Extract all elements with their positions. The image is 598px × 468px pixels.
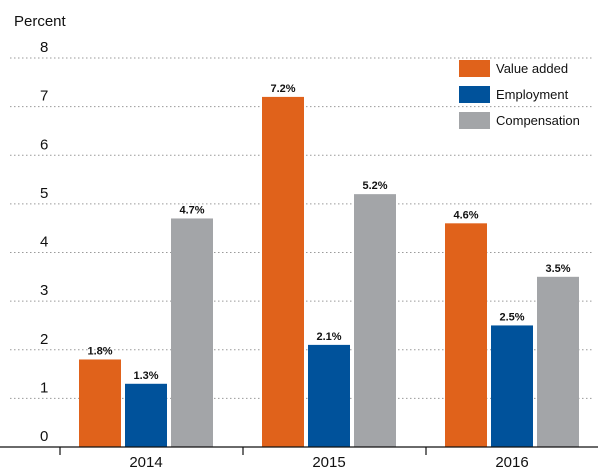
data-labels: 1.8% 7.2% 4.6% 1.3% 2.1% 2.5% 4.7% 5.2% 3.5% bbox=[87, 83, 570, 382]
bar-employment-2016 bbox=[491, 325, 533, 447]
y-tick-label: 6 bbox=[40, 136, 48, 153]
y-tick-label: 5 bbox=[40, 185, 48, 202]
legend-label: Value added bbox=[496, 61, 568, 76]
data-label: 3.5% bbox=[545, 263, 570, 275]
legend-swatch bbox=[459, 60, 490, 77]
data-label: 2.1% bbox=[316, 331, 341, 343]
x-category-label: 2016 bbox=[495, 454, 528, 468]
data-label: 4.6% bbox=[453, 209, 478, 221]
bar-compensation-2015 bbox=[354, 194, 396, 447]
y-tick-labels: 0 1 2 3 4 5 6 7 8 bbox=[40, 39, 48, 445]
y-tick-label: 3 bbox=[40, 282, 48, 299]
y-tick-label: 1 bbox=[40, 379, 48, 396]
bar-compensation-2016 bbox=[537, 276, 579, 447]
legend-swatch bbox=[459, 112, 490, 129]
legend-label: Employment bbox=[496, 87, 569, 102]
y-tick-label: 7 bbox=[40, 88, 48, 105]
x-category-label: 2015 bbox=[312, 454, 345, 468]
bar-value-added-2016 bbox=[445, 223, 487, 447]
y-tick-label: 2 bbox=[40, 331, 48, 348]
bars bbox=[79, 96, 579, 448]
y-tick-label: 8 bbox=[40, 39, 48, 56]
bar-value-added-2014 bbox=[79, 359, 121, 447]
legend-label: Compensation bbox=[496, 113, 580, 128]
x-category-label: 2014 bbox=[129, 454, 162, 468]
bar-employment-2015 bbox=[308, 344, 350, 447]
data-label: 1.8% bbox=[87, 345, 112, 357]
data-label: 4.7% bbox=[179, 204, 204, 216]
bar-value-added-2015 bbox=[262, 96, 304, 448]
legend: Value added Employment Compensation bbox=[459, 60, 580, 129]
data-label: 5.2% bbox=[362, 180, 387, 192]
bar-employment-2014 bbox=[125, 383, 167, 447]
data-label: 7.2% bbox=[270, 83, 295, 95]
y-axis-label: Percent bbox=[14, 13, 67, 30]
legend-swatch bbox=[459, 86, 490, 103]
data-label: 1.3% bbox=[133, 370, 158, 382]
y-tick-label: 4 bbox=[40, 234, 48, 251]
y-tick-label: 0 bbox=[40, 428, 48, 445]
bar-compensation-2014 bbox=[171, 218, 213, 447]
x-axis: 2014 2015 2016 bbox=[0, 446, 598, 468]
data-label: 2.5% bbox=[499, 311, 524, 323]
